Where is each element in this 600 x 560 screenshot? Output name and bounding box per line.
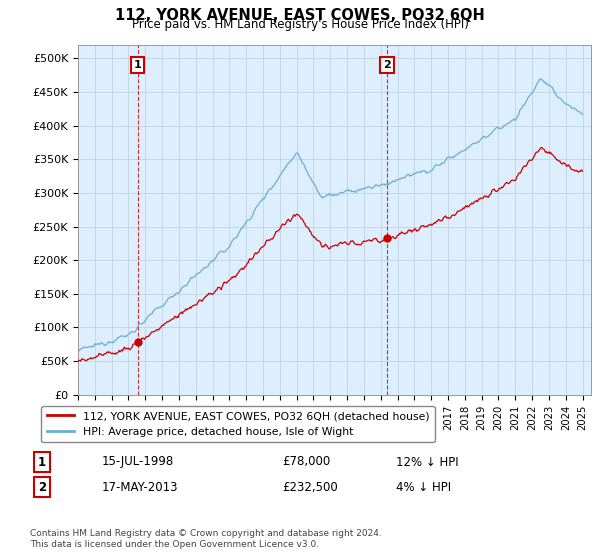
Text: 15-JUL-1998: 15-JUL-1998: [102, 455, 174, 469]
Text: 1: 1: [134, 60, 142, 70]
Text: Contains HM Land Registry data © Crown copyright and database right 2024.
This d: Contains HM Land Registry data © Crown c…: [30, 529, 382, 549]
Legend: 112, YORK AVENUE, EAST COWES, PO32 6QH (detached house), HPI: Average price, det: 112, YORK AVENUE, EAST COWES, PO32 6QH (…: [41, 406, 434, 442]
Text: 4% ↓ HPI: 4% ↓ HPI: [396, 480, 451, 494]
Text: 1: 1: [38, 455, 46, 469]
Text: 112, YORK AVENUE, EAST COWES, PO32 6QH: 112, YORK AVENUE, EAST COWES, PO32 6QH: [115, 8, 485, 24]
Text: 12% ↓ HPI: 12% ↓ HPI: [396, 455, 458, 469]
Text: 2: 2: [383, 60, 391, 70]
Text: 2: 2: [38, 480, 46, 494]
Text: £232,500: £232,500: [282, 480, 338, 494]
Text: 17-MAY-2013: 17-MAY-2013: [102, 480, 179, 494]
Text: Price paid vs. HM Land Registry's House Price Index (HPI): Price paid vs. HM Land Registry's House …: [131, 18, 469, 31]
Text: £78,000: £78,000: [282, 455, 330, 469]
